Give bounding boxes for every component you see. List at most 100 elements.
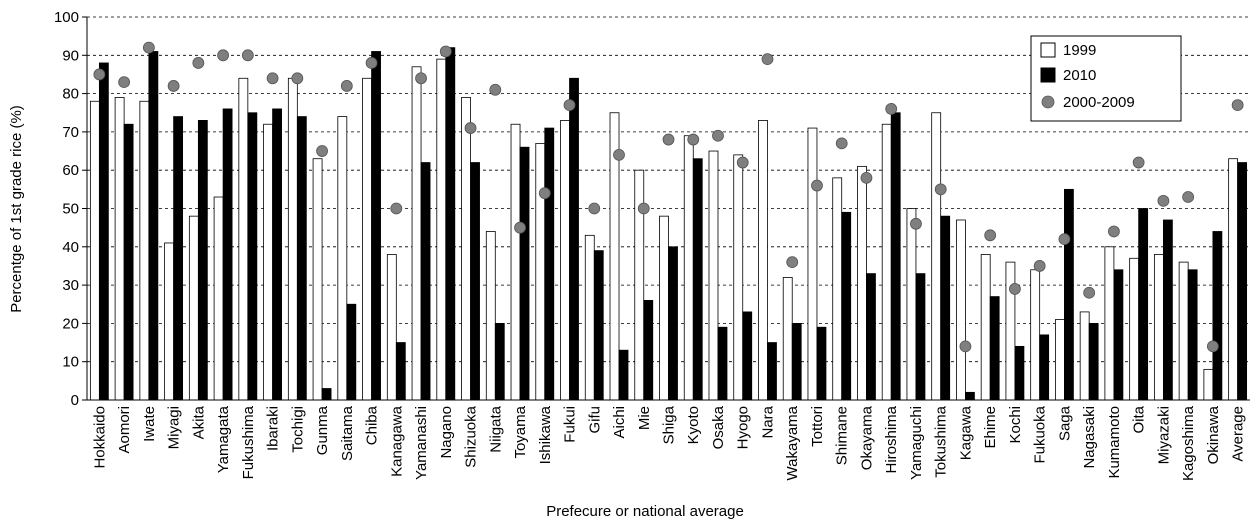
x-tick-label: Yamanashi: [413, 406, 430, 480]
bar-1999-aomori: [114, 97, 125, 401]
bar-2010-yamaguchi: [915, 273, 926, 401]
x-tick-label: Niigata: [487, 405, 504, 452]
y-tick-label: 40: [62, 239, 79, 256]
dot-2000-2009-saitama: [340, 80, 353, 92]
bar-2010-miyagi: [173, 116, 184, 401]
x-tick-label: Kyoto: [685, 406, 702, 444]
x-tick-label: Gifu: [586, 406, 603, 434]
dot-2000-2009-kochi: [1009, 283, 1021, 295]
bar-1999-miyazaki: [1153, 254, 1164, 401]
bar-2010-okayama: [866, 273, 876, 401]
x-tick-label: Kumamoto: [1106, 406, 1123, 479]
dot-2000-2009-iwate: [142, 41, 155, 54]
y-tick-label: 10: [62, 354, 79, 371]
bar-2010-saga: [1064, 188, 1074, 401]
bar-2010-tokushima: [940, 215, 951, 401]
dot-2000-2009-gifu: [588, 202, 601, 215]
bar-2010-ishikawa: [544, 127, 555, 401]
bar-1999-kumamoto: [1104, 246, 1115, 401]
x-tick-label: Aichi: [611, 406, 628, 439]
dot-2000-2009-ibaraki: [266, 72, 279, 85]
x-tick-label: Nagasaki: [1081, 406, 1098, 469]
x-tick-label: Ehime: [982, 406, 999, 449]
bar-1999-hiroshima: [881, 123, 892, 401]
bar-2010-nara: [767, 342, 777, 401]
bar-1999-osaka: [708, 150, 719, 401]
x-tick-label: Hokkaido: [91, 406, 108, 469]
bar-1999-ishikawa: [535, 142, 546, 401]
x-tick-labels: Hokkaido Aomori Iwate Miyagi Akita Yamagata Fu…: [91, 405, 1246, 481]
bar-2010-kagawa: [965, 391, 975, 401]
dot-2000-2009-wakayama: [786, 256, 799, 269]
bar-1999-gifu: [584, 234, 595, 401]
bar-1999-gunma: [312, 158, 323, 401]
bar-2010-average: [1237, 162, 1248, 401]
dot-2000-2009-ishikawa: [538, 187, 551, 200]
bar-2010-kochi: [1014, 345, 1025, 401]
dot-2000-2009-shimane: [835, 137, 848, 150]
legend-swatch-2010: [1040, 67, 1056, 83]
x-tick-label: Osaka: [710, 405, 727, 449]
x-tick-label: Nara: [759, 405, 776, 438]
bar-2010-kagoshima: [1187, 269, 1198, 401]
bar-2010-akita: [197, 120, 208, 401]
y-tick-label: 30: [62, 277, 79, 294]
x-tick-label: Fukuoka: [1032, 405, 1049, 463]
bar-1999-tokushima: [931, 112, 942, 401]
bar-2010-tottori: [816, 326, 827, 401]
bar-1999-okayama: [857, 165, 867, 401]
bar-1999-fukushima: [238, 77, 249, 401]
x-tick-label: Saitama: [339, 405, 356, 461]
dot-2000-2009-hokkaido: [93, 68, 106, 81]
x-tick-label: Shizuoka: [463, 405, 480, 467]
bar-1999-fukuoka: [1030, 269, 1041, 401]
x-tick-label: Ibaraki: [265, 406, 282, 451]
bar-2010-chiba: [371, 51, 381, 401]
x-tick-label: Akita: [190, 405, 207, 439]
legend-label-2000-2009: 2000-2009: [1063, 94, 1135, 111]
dot-2000-2009-osaka: [712, 129, 724, 142]
bar-2010-tochigi: [296, 116, 307, 401]
x-tick-label: Shimane: [834, 406, 851, 465]
bar-1999-shiga: [659, 215, 669, 401]
x-tick-label: Yamagata: [215, 405, 232, 473]
dot-2000-2009-ehime: [984, 229, 997, 242]
bar-2010-saitama: [346, 303, 357, 401]
bar-2010-toyama: [519, 146, 530, 401]
bar-1999-yamanashi: [411, 66, 422, 401]
bar-1999-okinawa: [1203, 368, 1214, 401]
bar-2010-kyoto: [692, 158, 703, 401]
x-tick-label: Fukui: [562, 406, 579, 443]
bar-1999-toyama: [510, 123, 521, 401]
x-tick-label: Hiroshima: [883, 405, 900, 473]
bar-1999-kagawa: [956, 219, 966, 401]
dot-2000-2009-hyogo: [736, 156, 749, 169]
bar-1999-nagasaki: [1079, 311, 1090, 401]
bar-1999-saitama: [337, 116, 348, 401]
dot-2000-2009-nagano: [439, 45, 452, 58]
x-tick-label: Miyazaki: [1155, 406, 1172, 464]
bar-1999-fukui: [560, 120, 570, 401]
bar-1999-ibaraki: [263, 123, 273, 401]
bar-1999-oita: [1129, 257, 1140, 401]
dot-2000-2009-miyazaki: [1157, 194, 1170, 207]
x-tick-label: Ishikawa: [537, 405, 554, 464]
dots-group: [93, 41, 1244, 353]
bar-1999-iwate: [139, 100, 150, 401]
dot-2000-2009-yamaguchi: [910, 217, 922, 230]
dot-2000-2009-mie: [637, 202, 650, 215]
dot-2000-2009-aomori: [118, 76, 131, 89]
dot-2000-2009-fukui: [563, 99, 576, 111]
bar-2010-aichi: [618, 349, 629, 401]
bar-2010-shimane: [841, 211, 852, 401]
bar-1999-kanagawa: [386, 254, 397, 401]
bar-2010-gifu: [593, 250, 604, 401]
dot-2000-2009-kumamoto: [1108, 225, 1120, 238]
dot-2000-2009-chiba: [365, 57, 378, 69]
bar-2010-aomori: [123, 123, 134, 401]
bar-2010-shizuoka: [470, 162, 480, 401]
x-tick-label: Iwate: [141, 406, 158, 442]
y-tick-label: 50: [62, 201, 79, 218]
bar-2010-miyazaki: [1162, 219, 1173, 401]
